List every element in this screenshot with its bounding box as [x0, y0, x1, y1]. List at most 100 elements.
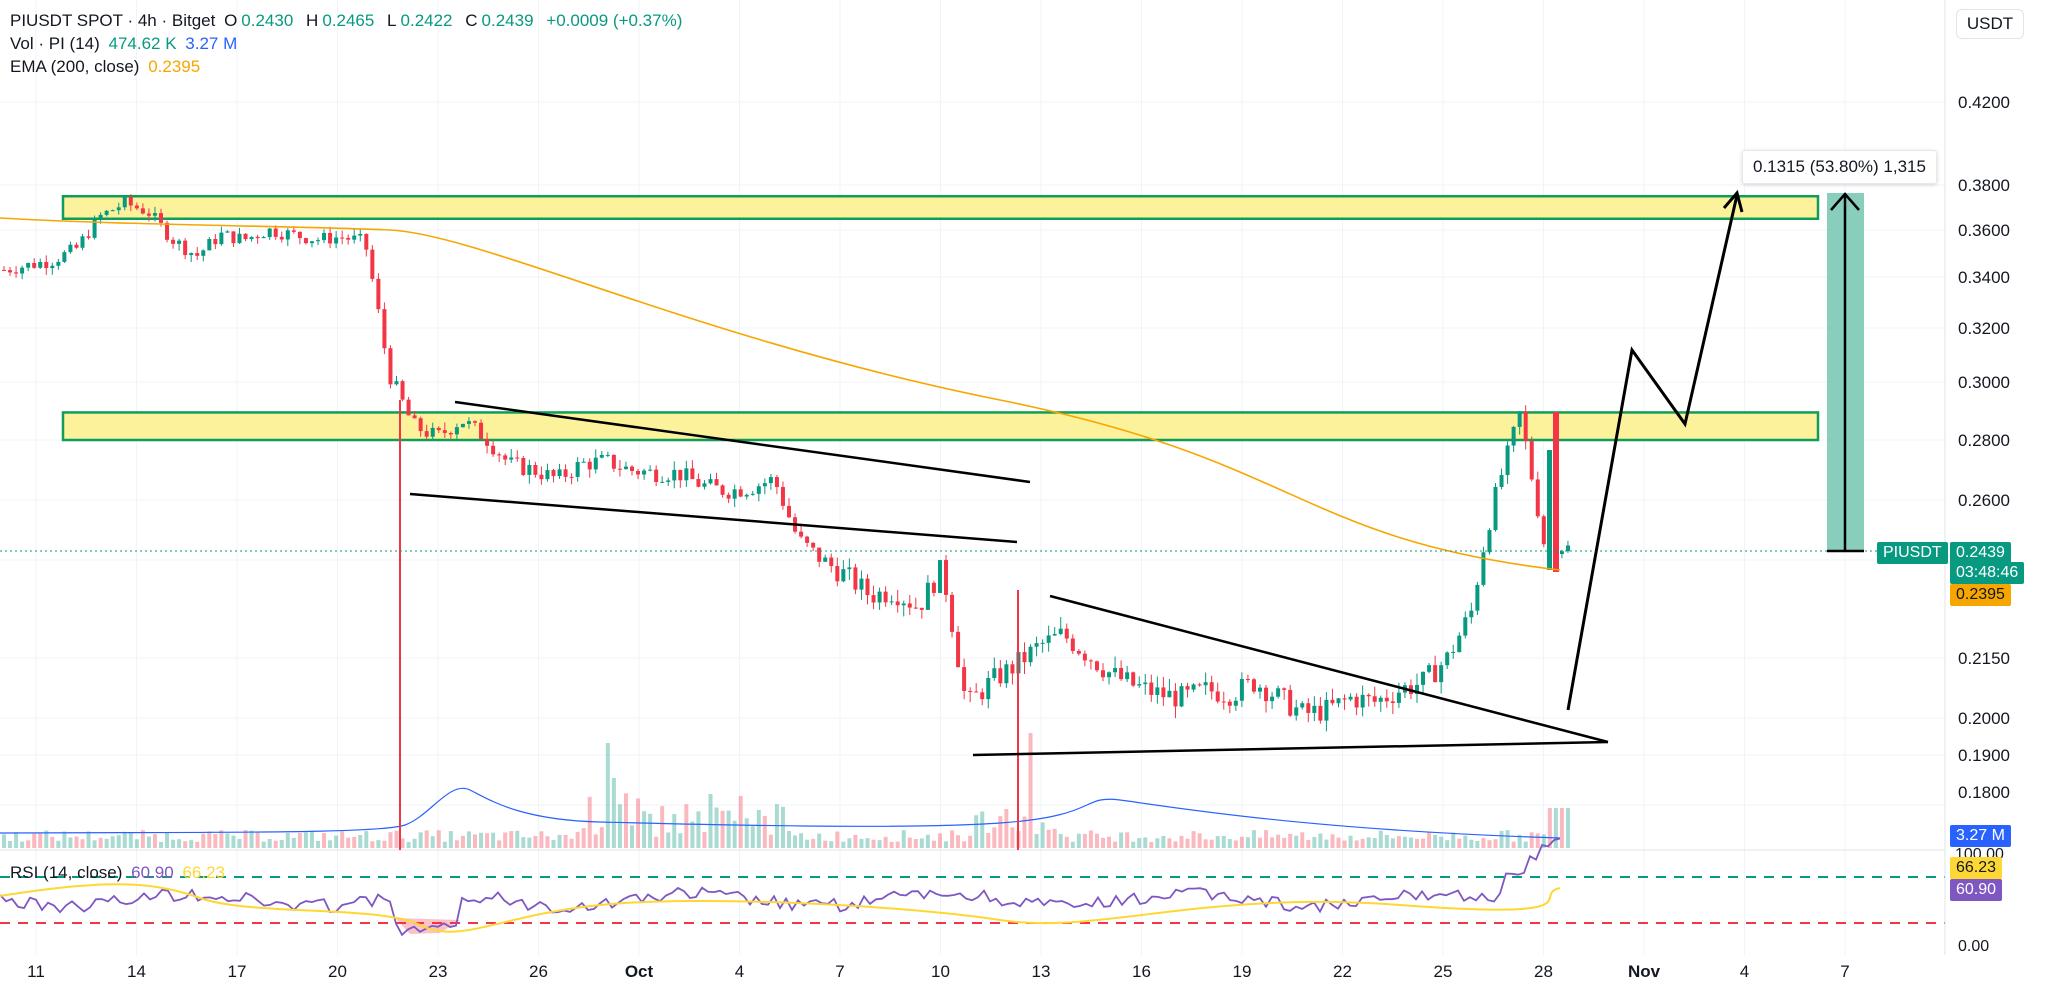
volume-bar — [1288, 833, 1293, 848]
candle-body — [883, 591, 888, 603]
candle-body — [436, 427, 441, 431]
candle-body — [1348, 696, 1353, 700]
volume-bar — [316, 840, 320, 848]
candle-body — [68, 244, 73, 253]
volume-bar — [1233, 840, 1238, 848]
candle-body — [479, 422, 484, 439]
candle-body — [1565, 545, 1570, 552]
candle-body — [708, 479, 713, 484]
candle-body — [110, 210, 115, 212]
candle-body — [442, 430, 447, 433]
volume-bar — [334, 835, 339, 848]
ohlc-o: O 0.2430 — [224, 11, 297, 30]
candle-body — [648, 469, 653, 471]
rsi-legend[interactable]: RSI (14, close) 60.90 66.23 — [10, 862, 229, 884]
l-label: L — [387, 11, 397, 30]
triangle-lower — [972, 740, 1609, 757]
ema-label: EMA (200, close) — [10, 57, 140, 76]
volume-bar — [1505, 830, 1510, 848]
volume-ma-line — [0, 787, 1561, 839]
volume-bar — [26, 840, 31, 848]
candle-body — [642, 470, 647, 475]
currency-button[interactable]: USDT — [1956, 9, 2024, 39]
candle-body — [26, 263, 31, 268]
measure-arrowhead — [1830, 192, 1860, 211]
axes: 0.4200 0.3800 0.3600 0.3400 0.3200 0.3000 0.28… — [27, 0, 2010, 981]
candle-body — [895, 601, 900, 606]
candle-body — [146, 213, 151, 216]
volume-bar — [533, 835, 538, 848]
time-tick: 16 — [1132, 962, 1151, 981]
volume-bar — [1427, 831, 1432, 848]
price-tick: 0.2800 — [1958, 431, 2010, 450]
candle-body — [509, 457, 514, 460]
candle-body — [557, 469, 562, 477]
candle-body — [491, 445, 496, 455]
candle-body — [835, 566, 840, 582]
candle-body — [406, 399, 411, 416]
volume-bar — [756, 809, 761, 848]
candle-body — [1427, 665, 1432, 672]
time-tick: 10 — [931, 962, 950, 981]
projection-path — [1566, 194, 1739, 711]
volume-bar — [1493, 839, 1498, 848]
candle-body — [503, 455, 508, 460]
volume-bar — [1300, 832, 1305, 848]
ema-legend[interactable]: EMA (200, close) 0.2395 — [10, 56, 204, 78]
volume-bar — [1457, 838, 1462, 848]
volume-bar — [424, 830, 429, 848]
candle-body — [1511, 426, 1516, 446]
candle-body — [1203, 682, 1208, 686]
candle-body — [1517, 411, 1522, 427]
candle-body — [1559, 551, 1564, 554]
volume-bar — [2, 834, 6, 848]
volume-bar — [1517, 834, 1522, 848]
candle-body — [986, 678, 991, 700]
time-tick: 19 — [1233, 962, 1252, 981]
candle-body — [1553, 412, 1559, 572]
candle-body — [1131, 672, 1136, 686]
candle-body — [1034, 643, 1039, 647]
candle-body — [183, 240, 188, 256]
candle-body — [412, 415, 417, 419]
rsi-tag: 60.90 — [1950, 879, 2003, 901]
volume-bar — [370, 841, 375, 848]
symbol-title[interactable]: PIUSDT SPOT · 4h · Bitget — [10, 11, 216, 30]
volume-bar — [666, 832, 671, 848]
volume-bar — [1040, 822, 1045, 848]
volume-bar — [847, 838, 852, 848]
candle-body — [195, 253, 200, 256]
candle-body — [1173, 690, 1178, 707]
ohlc-l: L 0.2422 — [387, 11, 456, 30]
volume-bar — [690, 821, 695, 848]
candle-body — [231, 231, 236, 244]
candle-body — [177, 240, 182, 244]
volume-bar — [1125, 832, 1130, 848]
ohlc-h: H 0.2465 — [306, 11, 378, 30]
c-value: 0.2439 — [481, 11, 534, 30]
volume-bar — [86, 831, 91, 848]
rsi-ma-tag: 66.23 — [1950, 857, 2003, 879]
volume-bars — [0, 733, 1570, 848]
volume-bar — [104, 838, 109, 848]
volume-bar — [684, 804, 689, 848]
volume-legend[interactable]: Vol · PI (14) 474.62 K 3.27 M — [10, 33, 241, 55]
volume-bar — [1336, 837, 1341, 848]
volume-bar — [491, 832, 496, 848]
volume-bar — [630, 825, 634, 848]
volume-bar — [62, 831, 67, 848]
volume-bar — [1004, 809, 1009, 848]
candle-body — [1415, 684, 1419, 695]
volume-bar — [243, 830, 248, 848]
volume-bar — [642, 811, 647, 848]
candle-body — [913, 607, 918, 609]
grid-lines — [0, 0, 1945, 955]
candle-body — [853, 567, 858, 590]
candle-body — [394, 381, 399, 385]
candle-body — [74, 244, 79, 248]
volume-bar — [877, 840, 882, 848]
volume-bar — [442, 841, 447, 848]
candle-body — [1451, 652, 1456, 654]
volume-bar — [1119, 832, 1124, 848]
